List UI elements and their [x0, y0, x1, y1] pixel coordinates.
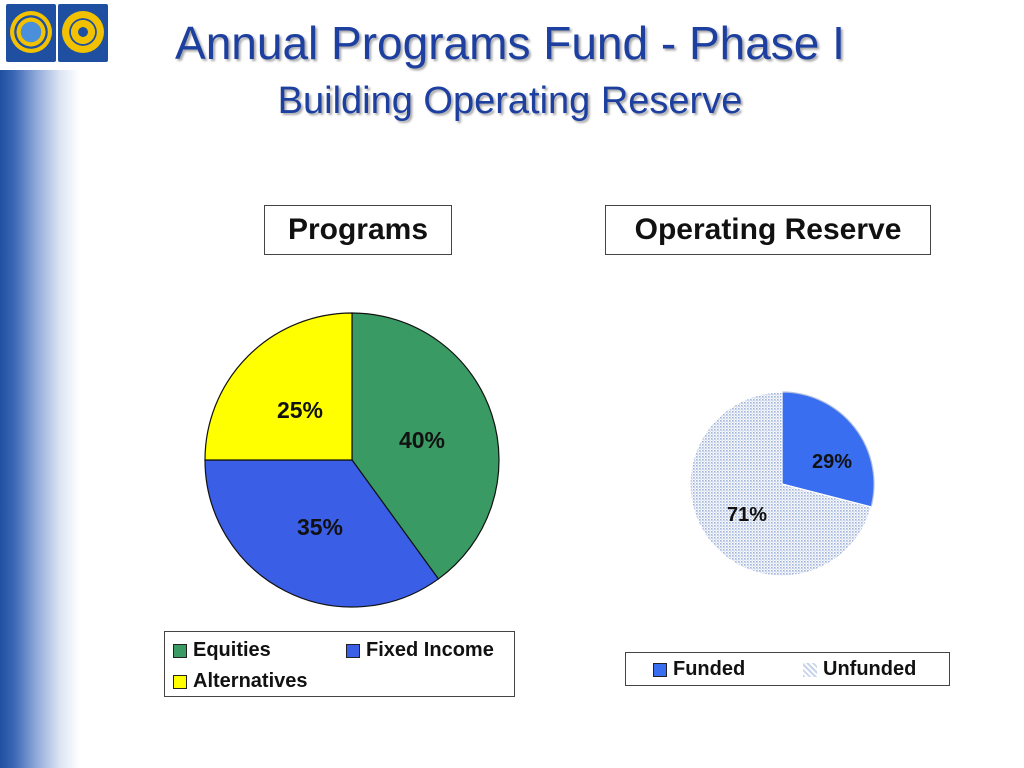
- legend-item-equities: Equities: [173, 639, 271, 662]
- legend-label: Fixed Income: [366, 639, 494, 661]
- data-label-funded: 29%: [812, 451, 852, 473]
- slide-subtitle: Building Operating Reserve: [277, 80, 743, 122]
- pie-slice-alternatives: [204, 312, 353, 461]
- legend-item-funded: Funded: [653, 658, 745, 681]
- legend-item-unfunded: Unfunded: [803, 658, 916, 681]
- programs-legend: Equities Fixed Income Alternatives: [164, 631, 515, 697]
- legend-label: Alternatives: [193, 670, 308, 692]
- pie-slice-fixed-income: [204, 459, 440, 608]
- logo-strip: [0, 0, 112, 70]
- data-label-equities: 40%: [399, 427, 445, 453]
- unfunded-swatch: [803, 662, 817, 677]
- fixed-income-swatch: [346, 643, 360, 658]
- reserve-legend: Funded Unfunded: [625, 652, 950, 686]
- pie-slice-unfunded: [689, 391, 872, 577]
- pie-slice-funded: [781, 391, 875, 508]
- equities-swatch: [173, 643, 187, 658]
- legend-item-alternatives: Alternatives: [173, 670, 308, 693]
- alternatives-swatch: [173, 674, 187, 689]
- rotary-wheel-logo: [58, 4, 108, 62]
- data-label-fixed-income: 35%: [297, 514, 343, 540]
- legend-item-fixed-income: Fixed Income: [346, 639, 494, 662]
- legend-label: Unfunded: [823, 658, 917, 680]
- data-label-alternatives: 25%: [277, 397, 323, 423]
- data-label-unfunded: 71%: [727, 504, 767, 526]
- reserve-chart-title: Operating Reserve: [605, 205, 931, 255]
- programs-chart-title: Programs: [264, 205, 452, 255]
- pie-slice-equities: [351, 312, 500, 580]
- funded-swatch: [653, 662, 667, 677]
- left-gradient-bar: [0, 70, 80, 768]
- globe-logo: [6, 4, 56, 62]
- legend-label: Equities: [193, 639, 271, 661]
- slide-title: Annual Programs Fund - Phase I: [175, 17, 845, 69]
- legend-label: Funded: [673, 658, 746, 680]
